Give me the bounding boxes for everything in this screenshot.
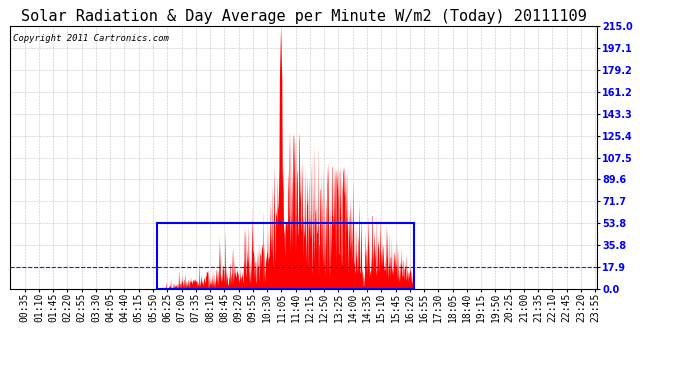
Text: Copyright 2011 Cartronics.com: Copyright 2011 Cartronics.com: [13, 34, 169, 43]
Bar: [157, 223, 414, 289]
Title: Solar Radiation & Day Average per Minute W/m2 (Today) 20111109: Solar Radiation & Day Average per Minute…: [21, 9, 586, 24]
